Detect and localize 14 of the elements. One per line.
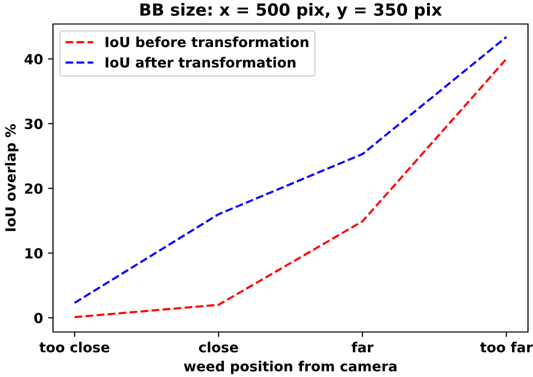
y-tick-label: 40 — [24, 54, 43, 64]
chart-title: BB size: x = 500 pix, y = 350 pix — [140, 3, 442, 20]
y-tick-label: 0 — [34, 312, 43, 324]
x-tick-label: too close — [39, 342, 110, 352]
x-axis-title: weed position from camera — [184, 360, 396, 374]
legend-label: IoU after transformation — [106, 56, 296, 68]
x-tick-label: far — [352, 342, 374, 352]
legend-label: IoU before transformation — [106, 36, 308, 48]
x-tick-label: close — [199, 342, 238, 352]
y-tick-label: 20 — [25, 183, 43, 194]
y-axis-title: IoU overlap % — [4, 124, 18, 231]
x-tick-label: too far — [480, 342, 533, 352]
y-tick-label: 10 — [26, 248, 43, 259]
y-tick-label: 30 — [24, 118, 43, 130]
